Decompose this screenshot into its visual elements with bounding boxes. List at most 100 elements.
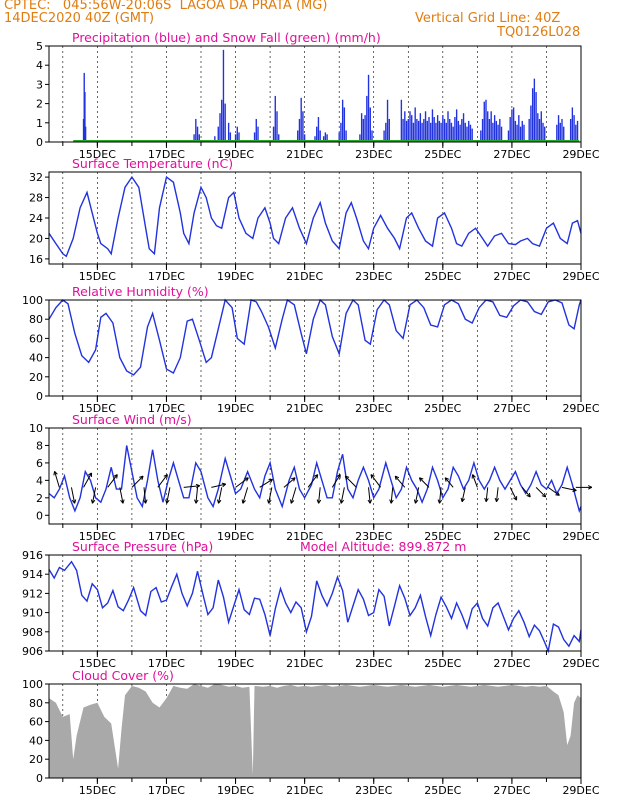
y-tick-label: 20	[29, 232, 43, 245]
x-tick-label: 15DEC	[79, 148, 116, 161]
wind-arrow-head	[418, 477, 424, 482]
precip-bar	[214, 136, 216, 142]
precip-bar	[507, 130, 510, 142]
x-tick-label: 27DEC	[493, 784, 530, 797]
precip-bar	[457, 120, 460, 142]
x-tick-label: 19DEC	[217, 148, 254, 161]
precip-bar	[409, 111, 411, 142]
precip-bar	[359, 134, 361, 142]
precip-bar	[516, 124, 518, 142]
wind-arrow-head	[221, 482, 227, 488]
x-tick-label: 25DEC	[424, 784, 461, 797]
y-tick-label: 20	[29, 371, 43, 384]
wind-arrow-head	[555, 491, 560, 496]
y-tick-label: 0	[36, 390, 43, 403]
wind-arrow	[331, 474, 341, 488]
x-tick-label: 17DEC	[148, 657, 185, 670]
precip-bar	[366, 95, 368, 142]
wind-arrow	[495, 487, 499, 502]
wind-arrow-head	[291, 477, 296, 482]
wind-arrow-head	[163, 474, 168, 479]
header-grid-note: Vertical Grid Line: 40Z	[415, 11, 561, 26]
precip-bar	[195, 118, 197, 142]
precip-bar	[340, 122, 342, 142]
precip-bar	[338, 132, 340, 142]
precip-bar	[322, 136, 325, 142]
wind-arrow	[307, 474, 319, 488]
wind-arrow	[521, 487, 531, 498]
wind-arrow	[547, 486, 560, 496]
precip-bar	[497, 124, 499, 142]
precip-bar	[360, 113, 363, 142]
wind-arrow-head	[244, 477, 249, 482]
wind-arrow-head	[494, 497, 500, 503]
wind-arrow-head	[241, 499, 246, 504]
wind-arrow-head	[139, 475, 144, 481]
precip-bar	[454, 117, 456, 142]
panel-4: 906 908 910 912 914 916 15DEC 17DEC 19DEC 21DEC 23…	[22, 539, 600, 670]
wind-arrow	[259, 478, 273, 488]
y-tick-label: 100	[22, 294, 43, 307]
precip-bar	[483, 101, 485, 142]
wind-arrow	[166, 487, 171, 504]
precip-bar	[411, 115, 413, 142]
precip-bar	[419, 113, 422, 142]
precip-bar	[229, 132, 232, 142]
x-tick-label: 23DEC	[355, 530, 392, 543]
cloud-cover-area	[49, 684, 581, 778]
precip-bar	[405, 120, 408, 142]
precip-bar	[461, 118, 463, 142]
precip-bar	[561, 118, 563, 142]
precip-bar	[345, 130, 347, 142]
wind-arrow-head	[165, 499, 170, 504]
wind-arrow	[107, 474, 118, 488]
precip-bar	[257, 126, 259, 142]
precip-bar	[438, 120, 441, 142]
panel-2: 0 20 40 60 80 100 15DEC 17DEC 19DEC 21DEC 23DEC 25D…	[22, 284, 600, 415]
precip-bar	[559, 122, 561, 142]
wind-arrow	[70, 487, 76, 504]
precip-bar	[544, 126, 546, 142]
y-tick-label: 1	[36, 117, 43, 130]
precip-bar	[538, 118, 541, 142]
precip-bar	[518, 115, 520, 142]
wind-arrow	[157, 474, 168, 488]
wind-arrow-head	[53, 470, 58, 476]
precip-bar	[221, 99, 223, 142]
y-tick-label: 40	[29, 734, 43, 747]
precip-bar	[314, 136, 316, 142]
precip-bar	[324, 132, 327, 142]
y-tick-label: 2	[36, 492, 43, 505]
y-tick-label: 20	[29, 753, 43, 766]
wind-arrow	[561, 486, 577, 492]
precip-bar	[423, 118, 425, 142]
precip-bar	[316, 126, 318, 142]
wind-arrow	[444, 477, 454, 488]
panel-title: Cloud Cover (%)	[72, 668, 174, 683]
wind-arrow-head	[588, 485, 593, 490]
precip-bar	[298, 118, 301, 142]
precip-bar	[512, 107, 515, 142]
wind-arrow-head	[484, 497, 489, 503]
precip-bar	[499, 118, 501, 142]
precip-bar	[303, 134, 306, 142]
wind-arrow-head	[339, 499, 345, 504]
wind-arrow-head	[194, 499, 199, 504]
y-tick-label: 916	[22, 549, 43, 562]
x-tick-label: 19DEC	[217, 657, 254, 670]
precip-bar	[468, 120, 470, 142]
wind-arrow	[119, 487, 124, 504]
wind-arrow	[370, 474, 382, 488]
precip-bar	[519, 126, 522, 142]
x-tick-label: 21DEC	[286, 530, 323, 543]
y-tick-label: 60	[29, 332, 43, 345]
precip-bar	[569, 118, 572, 142]
wind-arrow-head	[113, 474, 118, 479]
x-tick-label: 23DEC	[355, 402, 392, 415]
series-line	[48, 445, 582, 514]
wind-arrow-head	[268, 478, 273, 484]
x-tick-label: 27DEC	[493, 402, 530, 415]
precip-bar	[424, 111, 427, 142]
precip-bar	[388, 118, 390, 142]
y-tick-label: 3	[36, 78, 43, 91]
